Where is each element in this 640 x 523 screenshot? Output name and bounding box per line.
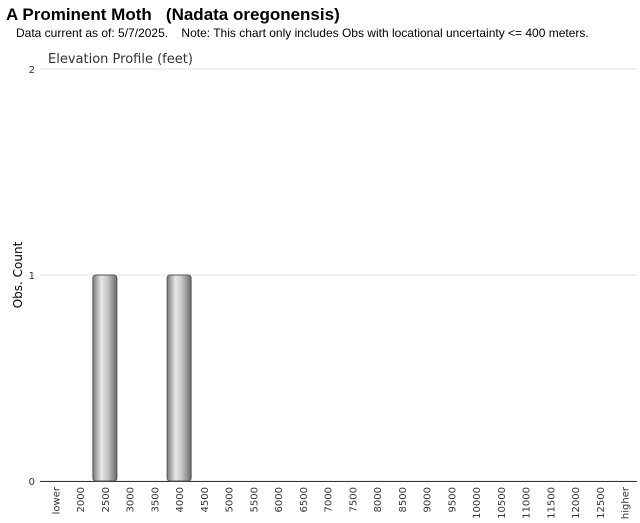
x-tick-label: 7000 (324, 487, 335, 512)
x-tick-label: 12500 (596, 487, 607, 519)
bar (92, 274, 118, 482)
x-tick-label: 11500 (546, 487, 557, 519)
x-tick-label: 3000 (126, 487, 137, 512)
x-tick-label: 5000 (225, 487, 236, 512)
x-tick-label: 4000 (175, 487, 186, 512)
x-tick-label: 8500 (398, 487, 409, 512)
x-tick-label: 11000 (522, 487, 533, 519)
x-tick-label: 8000 (373, 487, 384, 512)
bar (166, 274, 192, 482)
x-tick-label: 6500 (299, 487, 310, 512)
x-tick-label: 7500 (348, 487, 359, 512)
page-title: A Prominent Moth (Nadata oregonensis) (6, 5, 340, 24)
x-tick-label: 2000 (76, 487, 87, 512)
y-axis-label: Obs. Count (11, 241, 25, 308)
x-tick-label: 9500 (447, 487, 458, 512)
y-tick-label: 1 (29, 271, 35, 282)
x-tick-label: 9000 (423, 487, 434, 512)
x-tick-label: higher (621, 486, 632, 519)
y-tick-label: 0 (29, 477, 35, 488)
x-tick-label: 10000 (472, 487, 483, 519)
chart-title: Elevation Profile (feet) (48, 52, 193, 67)
x-tick-label: lower (51, 486, 62, 514)
x-tick-label: 5500 (249, 487, 260, 512)
x-tick-label: 12000 (571, 487, 582, 519)
x-tick-label: 4500 (200, 487, 211, 512)
y-tick-label: 2 (29, 65, 35, 76)
x-tick-label: 2500 (101, 487, 112, 512)
x-tick-label: 3500 (150, 487, 161, 512)
x-tick-label: 6000 (274, 487, 285, 512)
subtitle: Data current as of: 5/7/2025. Note: This… (16, 26, 589, 40)
x-tick-label: 10500 (497, 487, 508, 519)
